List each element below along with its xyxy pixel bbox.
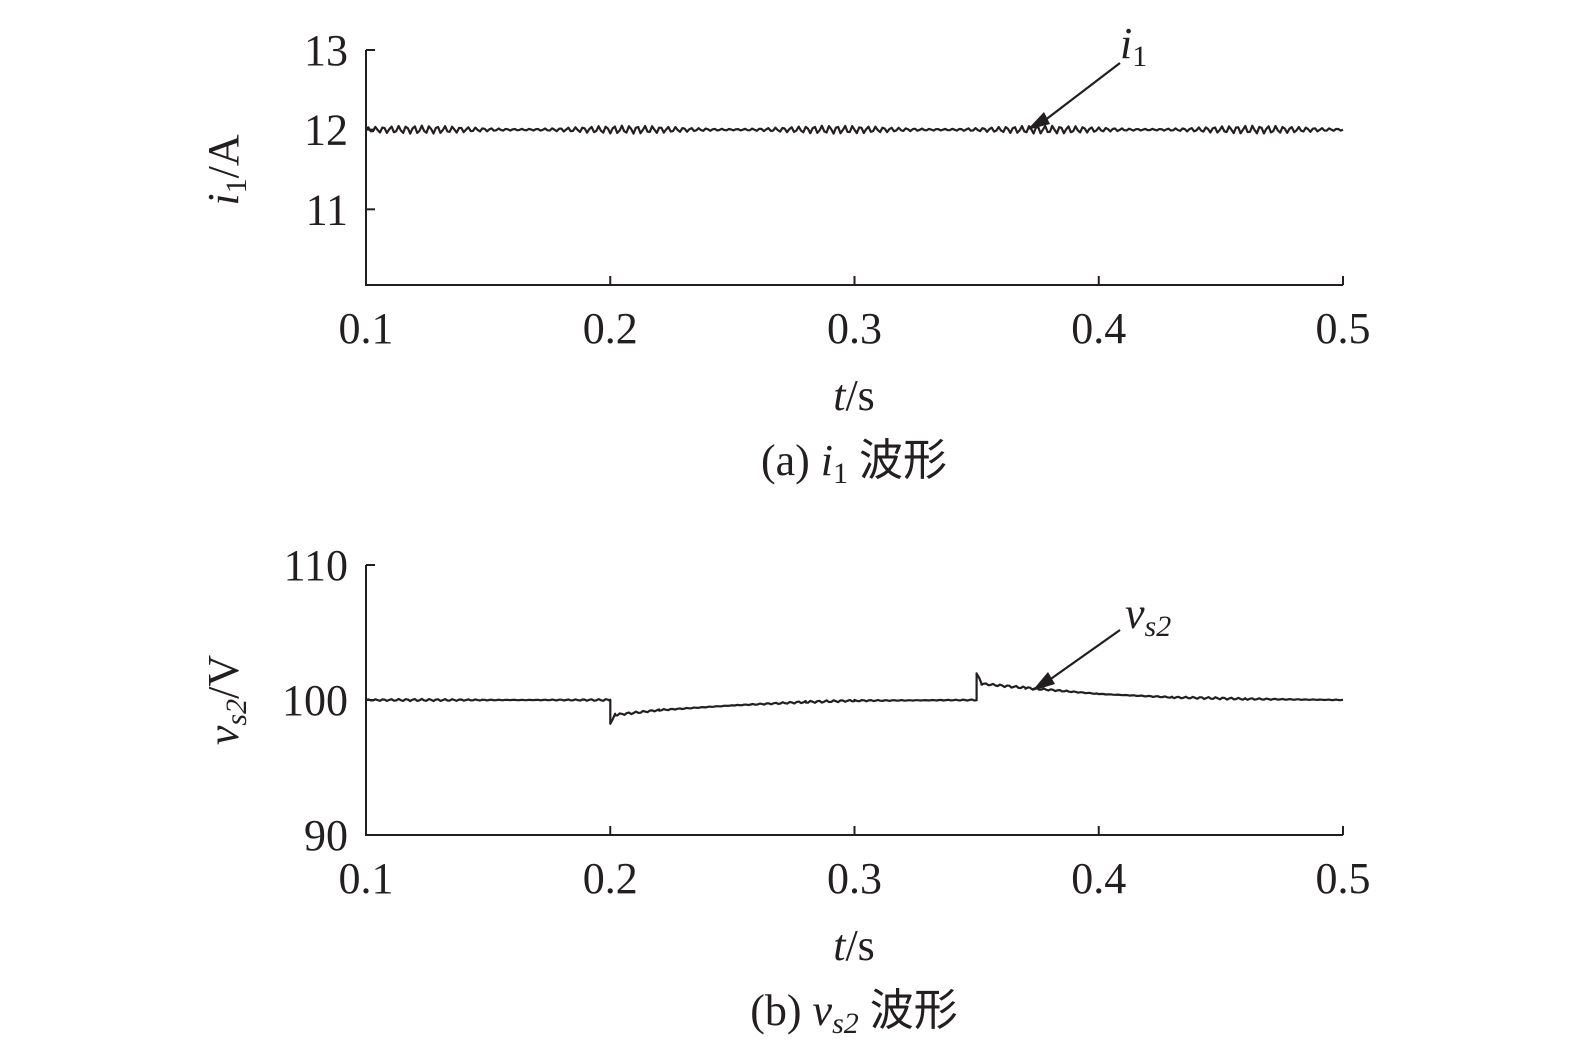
panel-a-x-tick-label: 0.4 [1071, 304, 1126, 353]
panel-b-y-tick-label: 110 [284, 541, 348, 590]
panel-a-annotation-label: i1 [1120, 19, 1147, 73]
panel-b-y-tick-label: 100 [282, 676, 348, 725]
panel-b-y-tick-label: 90 [304, 811, 348, 860]
panel-b-series-line [365, 672, 1344, 725]
panel-b-x-tick-label: 0.1 [339, 854, 394, 903]
panel-a-axes [365, 50, 1343, 286]
panel-a-y-axis-title: i1/A [199, 134, 253, 205]
panel-b-arrowhead [1032, 672, 1055, 691]
panel-b-annotation: vs2 [1032, 589, 1171, 691]
panel-a-x-tick-label: 0.1 [339, 304, 394, 353]
panel-a-x-tick-label: 0.3 [827, 304, 882, 353]
panel-a-arrow-line [1039, 62, 1121, 125]
panel-a-ticks [365, 49, 1344, 285]
panel-a-x-axis-title: t/s [833, 371, 875, 420]
panel-b-annotation-label: vs2 [1125, 589, 1171, 643]
panel-a-annotation: i1 [1027, 19, 1147, 130]
panel-a-y-tick-label: 11 [306, 185, 348, 234]
panel-a-y-tick-label: 13 [304, 26, 348, 75]
panel-b-x-tick-label: 0.5 [1316, 854, 1371, 903]
panel-a-y-tick-label: 12 [304, 106, 348, 155]
panel-b-arrow-line [1044, 629, 1121, 684]
panel-a-caption: (a) i1 波形 [761, 436, 947, 490]
panel-a-series-line [365, 124, 1344, 135]
panel-b-tick-labels: 0.1 0.2 0.3 0.4 0.5 90 100 110 [282, 541, 1371, 903]
chart-panel-a: 0.1 0.2 0.3 0.4 0.5 11 12 13 i1 i1/A t/s (a) i1… [199, 19, 1371, 490]
panel-b-x-tick-label: 0.3 [827, 854, 882, 903]
panel-b-y-axis-title: vs2/V [199, 655, 253, 745]
panel-a-x-tick-label: 0.5 [1316, 304, 1371, 353]
panel-b-caption: (b) vs2 波形 [750, 986, 958, 1040]
panel-b-x-axis-title: t/s [833, 921, 875, 970]
panel-a-x-tick-label: 0.2 [583, 304, 638, 353]
chart-panel-b: 0.1 0.2 0.3 0.4 0.5 90 100 110 vs2 vs2/V t/s (b… [199, 541, 1371, 1040]
panel-b-x-tick-label: 0.4 [1071, 854, 1126, 903]
panel-b-x-tick-label: 0.2 [583, 854, 638, 903]
panel-a-tick-labels: 0.1 0.2 0.3 0.4 0.5 11 12 13 [304, 26, 1371, 353]
panel-a-arrowhead [1027, 112, 1050, 130]
